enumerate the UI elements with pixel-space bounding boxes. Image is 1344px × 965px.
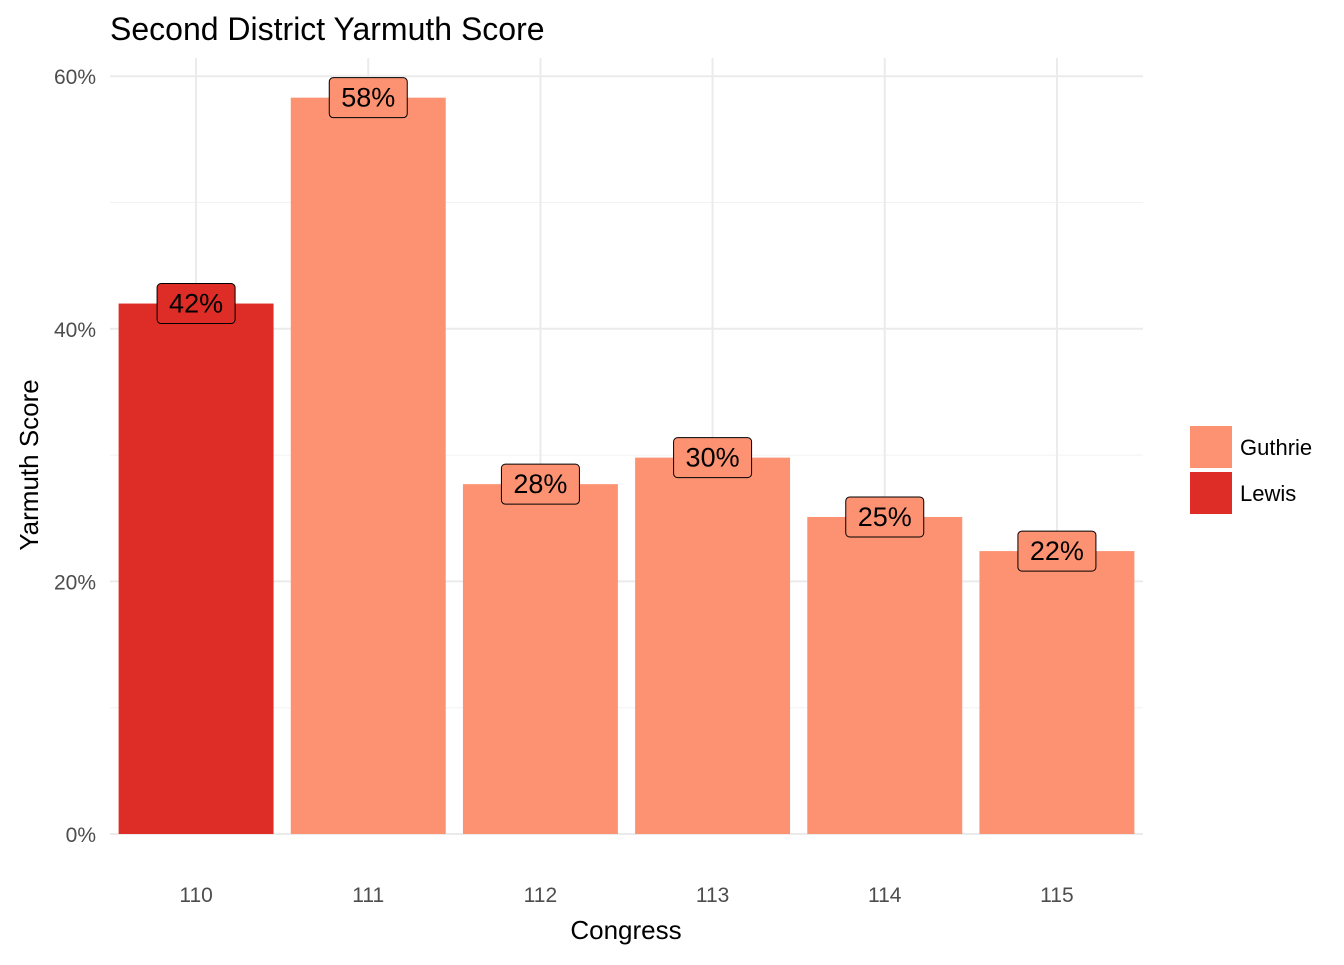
legend-item: Guthrie [1190,426,1312,468]
bar [635,457,791,834]
x-tick-label: 110 [179,884,212,907]
bar [290,97,446,834]
bar-label-text: 42% [169,289,223,319]
bar-label: 25% [845,496,925,538]
y-tick-label: 20% [54,571,96,594]
y-tick-label: 60% [54,66,96,89]
bar [462,484,618,834]
bar-label: 42% [156,283,236,325]
bar-label: 58% [328,77,408,119]
x-tick-label: 115 [1040,884,1073,907]
legend-label: Lewis [1240,481,1296,506]
legend-label: Guthrie [1240,435,1312,460]
x-axis-label: Congress [570,915,681,945]
x-tick-label: 113 [696,884,729,907]
bar-label-text: 25% [858,502,912,532]
bar [118,303,274,834]
bar-label: 22% [1017,530,1097,572]
y-axis: 0% 20% 40% 60% [54,66,96,847]
bar [979,551,1135,834]
bar-label-box [328,77,408,119]
bar-label-text: 22% [1030,536,1084,566]
x-axis: 110 111 112 113 114 115 [179,884,1073,907]
bar-label-box [156,283,236,325]
bar-label-text: 58% [341,83,395,113]
bar-label: 28% [500,463,580,505]
legend: Guthrie Lewis [1190,426,1312,514]
legend-swatch [1190,472,1232,514]
bar [807,516,963,834]
bar-label-box [500,463,580,505]
y-tick-label: 0% [66,824,96,847]
x-tick-label: 111 [352,884,384,907]
bar-label-box [845,496,925,538]
bar-labels: 42% 58% 28% 30% 25% 22% [156,77,1097,572]
x-tick-label: 114 [868,884,902,907]
bar-label-box [673,437,753,479]
bar-label: 30% [673,437,753,479]
bars [118,97,1135,834]
x-tick-label: 112 [524,884,557,907]
y-tick-label: 40% [54,319,96,342]
chart-title: Second District Yarmuth Score [110,11,545,47]
legend-item: Lewis [1190,472,1296,514]
bar-label-text: 28% [513,469,567,499]
y-axis-label: Yarmuth Score [14,379,44,550]
bar-label-text: 30% [686,443,740,473]
bar-label-box [1017,530,1097,572]
legend-swatch [1190,426,1232,468]
